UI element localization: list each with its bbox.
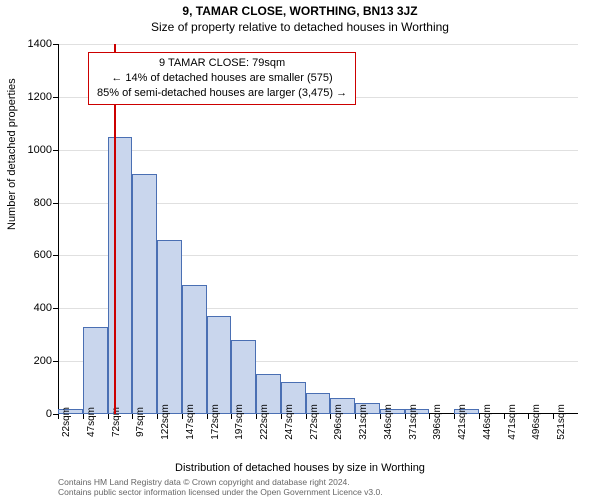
histogram-bar	[132, 174, 157, 415]
y-tick-label: 200	[12, 355, 52, 367]
grid-line	[58, 150, 578, 151]
y-tick-mark	[53, 308, 58, 309]
histogram-bar	[207, 316, 232, 414]
page-subtitle: Size of property relative to detached ho…	[0, 18, 600, 34]
x-tick-mark	[256, 414, 257, 419]
y-tick-mark	[53, 44, 58, 45]
x-tick-mark	[454, 414, 455, 419]
x-tick-mark	[429, 414, 430, 419]
x-tick-mark	[479, 414, 480, 419]
histogram-bar	[157, 240, 182, 414]
x-tick-label: 172sqm	[210, 404, 221, 440]
x-tick-mark	[231, 414, 232, 419]
x-tick-label: 321sqm	[358, 404, 369, 440]
x-tick-label: 396sqm	[432, 404, 443, 440]
x-tick-label: 521sqm	[556, 404, 567, 440]
x-tick-label: 346sqm	[383, 404, 394, 440]
x-tick-label: 296sqm	[333, 404, 344, 440]
x-tick-label: 97sqm	[135, 407, 146, 437]
x-tick-mark	[83, 414, 84, 419]
y-tick-label: 1000	[12, 144, 52, 156]
x-tick-mark	[405, 414, 406, 419]
y-tick-label: 800	[12, 197, 52, 209]
y-tick-label: 1400	[12, 38, 52, 50]
y-tick-mark	[53, 361, 58, 362]
x-tick-label: 47sqm	[86, 407, 97, 437]
footer-line-1: Contains HM Land Registry data © Crown c…	[58, 477, 600, 488]
x-tick-label: 371sqm	[408, 404, 419, 440]
histogram-bar	[108, 137, 133, 415]
footer-line-2: Contains public sector information licen…	[58, 487, 600, 498]
chart-area: 020040060080010001200140022sqm47sqm72sqm…	[58, 44, 578, 414]
x-axis-title: Distribution of detached houses by size …	[0, 462, 600, 474]
histogram-bar	[83, 327, 108, 414]
histogram-bar	[182, 285, 207, 415]
x-tick-label: 147sqm	[185, 404, 196, 440]
annotation-line-1: 9 TAMAR CLOSE: 79sqm	[97, 56, 347, 71]
x-tick-mark	[182, 414, 183, 419]
x-tick-mark	[528, 414, 529, 419]
annotation-line-2: ← 14% of detached houses are smaller (57…	[97, 71, 347, 86]
histogram-bar	[231, 340, 256, 414]
annotation-line-3: 85% of semi-detached houses are larger (…	[97, 86, 347, 101]
y-tick-mark	[53, 150, 58, 151]
y-tick-label: 600	[12, 249, 52, 261]
x-tick-mark	[108, 414, 109, 419]
x-tick-mark	[553, 414, 554, 419]
x-tick-label: 247sqm	[284, 404, 295, 440]
x-tick-mark	[355, 414, 356, 419]
x-tick-label: 197sqm	[234, 404, 245, 440]
x-tick-label: 272sqm	[309, 404, 320, 440]
x-tick-label: 446sqm	[482, 404, 493, 440]
x-tick-mark	[132, 414, 133, 419]
y-tick-mark	[53, 255, 58, 256]
x-tick-label: 496sqm	[531, 404, 542, 440]
x-tick-mark	[281, 414, 282, 419]
y-tick-mark	[53, 203, 58, 204]
footer-attribution: Contains HM Land Registry data © Crown c…	[0, 477, 600, 498]
y-tick-mark	[53, 97, 58, 98]
grid-line	[58, 44, 578, 45]
annotation-box: 9 TAMAR CLOSE: 79sqm ← 14% of detached h…	[88, 52, 356, 105]
y-tick-label: 0	[12, 408, 52, 420]
x-tick-mark	[306, 414, 307, 419]
page-title-address: 9, TAMAR CLOSE, WORTHING, BN13 3JZ	[0, 0, 600, 18]
x-tick-mark	[380, 414, 381, 419]
x-tick-mark	[504, 414, 505, 419]
x-tick-mark	[330, 414, 331, 419]
x-tick-mark	[157, 414, 158, 419]
x-tick-label: 22sqm	[61, 407, 72, 437]
y-tick-label: 400	[12, 302, 52, 314]
x-tick-label: 471sqm	[507, 404, 518, 440]
x-tick-mark	[207, 414, 208, 419]
x-tick-label: 122sqm	[160, 404, 171, 440]
x-tick-label: 222sqm	[259, 404, 270, 440]
x-tick-label: 421sqm	[457, 404, 468, 440]
y-tick-label: 1200	[12, 91, 52, 103]
x-tick-mark	[58, 414, 59, 419]
